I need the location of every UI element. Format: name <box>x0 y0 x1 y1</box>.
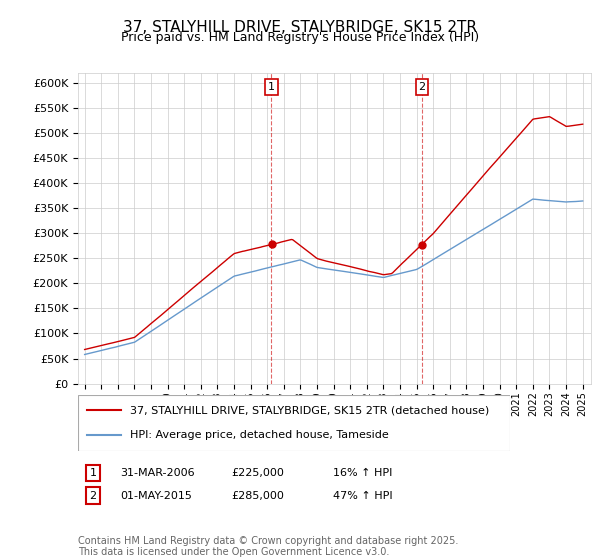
Text: 37, STALYHILL DRIVE, STALYBRIDGE, SK15 2TR: 37, STALYHILL DRIVE, STALYBRIDGE, SK15 2… <box>123 20 477 35</box>
Text: Price paid vs. HM Land Registry's House Price Index (HPI): Price paid vs. HM Land Registry's House … <box>121 31 479 44</box>
Text: £225,000: £225,000 <box>231 468 284 478</box>
Text: £285,000: £285,000 <box>231 491 284 501</box>
Text: 1: 1 <box>268 82 275 92</box>
Text: 31-MAR-2006: 31-MAR-2006 <box>120 468 194 478</box>
Text: 1: 1 <box>89 468 97 478</box>
Text: HPI: Average price, detached house, Tameside: HPI: Average price, detached house, Tame… <box>130 430 389 440</box>
Text: 16% ↑ HPI: 16% ↑ HPI <box>333 468 392 478</box>
Text: Contains HM Land Registry data © Crown copyright and database right 2025.
This d: Contains HM Land Registry data © Crown c… <box>78 535 458 557</box>
Text: 37, STALYHILL DRIVE, STALYBRIDGE, SK15 2TR (detached house): 37, STALYHILL DRIVE, STALYBRIDGE, SK15 2… <box>130 405 489 416</box>
Text: 01-MAY-2015: 01-MAY-2015 <box>120 491 192 501</box>
Text: 2: 2 <box>419 82 426 92</box>
Text: 47% ↑ HPI: 47% ↑ HPI <box>333 491 392 501</box>
Text: 2: 2 <box>89 491 97 501</box>
